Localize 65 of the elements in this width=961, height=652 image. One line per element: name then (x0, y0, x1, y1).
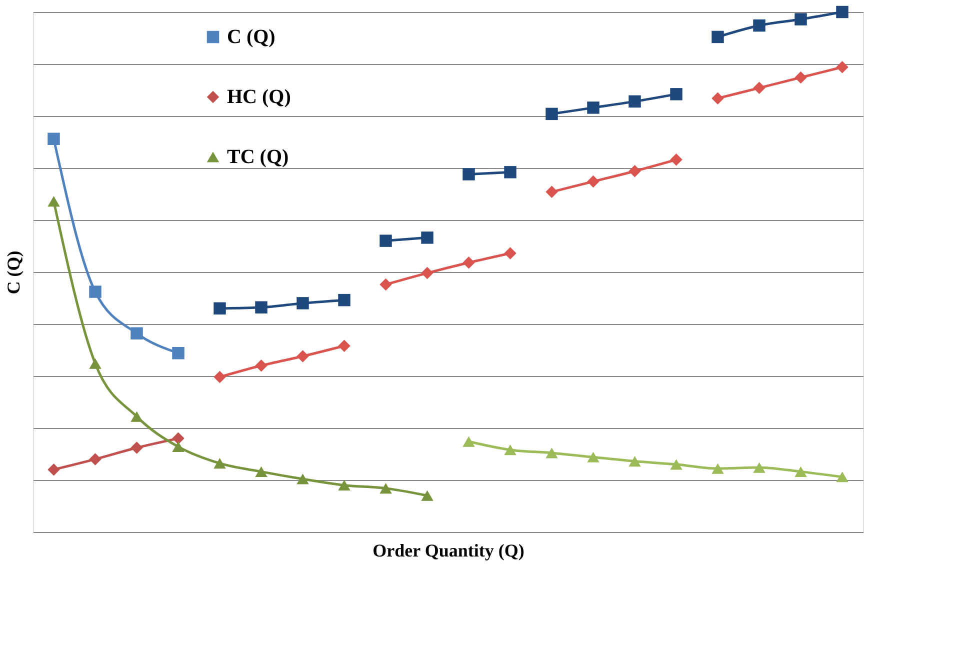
point (587, 452, 600, 462)
point (421, 266, 434, 280)
point (338, 294, 350, 306)
point (130, 327, 143, 340)
point (546, 108, 558, 120)
point (794, 71, 807, 84)
point (628, 95, 641, 108)
point (587, 175, 600, 188)
point (753, 19, 766, 32)
point (48, 196, 60, 207)
legend-label: HC (Q) (227, 86, 291, 108)
point (836, 6, 848, 18)
point (794, 13, 807, 26)
point (338, 480, 350, 491)
y-axis-title: C (Q) (4, 250, 24, 294)
point (628, 164, 641, 178)
point (172, 441, 184, 452)
point (670, 459, 682, 470)
point (462, 436, 475, 447)
point (89, 358, 102, 369)
point (628, 456, 641, 467)
legend-label: C (Q) (227, 26, 276, 48)
point (380, 278, 392, 291)
point (48, 132, 60, 146)
point (255, 466, 268, 477)
point (421, 232, 434, 244)
point (214, 302, 226, 315)
point (753, 462, 766, 473)
point (255, 359, 268, 372)
point (130, 411, 143, 422)
point (462, 256, 475, 269)
point (712, 92, 724, 104)
x-axis-title: Order Quantity (Q) (372, 540, 524, 560)
point (172, 346, 184, 360)
point (670, 88, 682, 100)
point (836, 60, 848, 74)
point (380, 483, 392, 494)
point (296, 474, 309, 484)
point (504, 444, 516, 456)
point (670, 154, 682, 166)
point (546, 448, 558, 458)
point (587, 102, 600, 114)
point (380, 234, 392, 247)
point (296, 350, 309, 362)
point (462, 168, 475, 180)
point (504, 247, 516, 260)
point (712, 30, 724, 44)
point (712, 463, 724, 474)
legend-label: TC (Q) (227, 146, 289, 168)
point (794, 466, 807, 477)
point (504, 166, 516, 178)
point (214, 370, 226, 384)
point (89, 286, 102, 298)
point (421, 490, 434, 501)
point (214, 458, 226, 469)
point (172, 432, 184, 445)
point (753, 82, 766, 94)
point (48, 463, 60, 476)
point (255, 301, 268, 314)
point (836, 472, 848, 482)
point (546, 186, 558, 198)
point (130, 442, 143, 454)
point (296, 297, 309, 310)
point (338, 340, 350, 352)
point (89, 453, 102, 466)
